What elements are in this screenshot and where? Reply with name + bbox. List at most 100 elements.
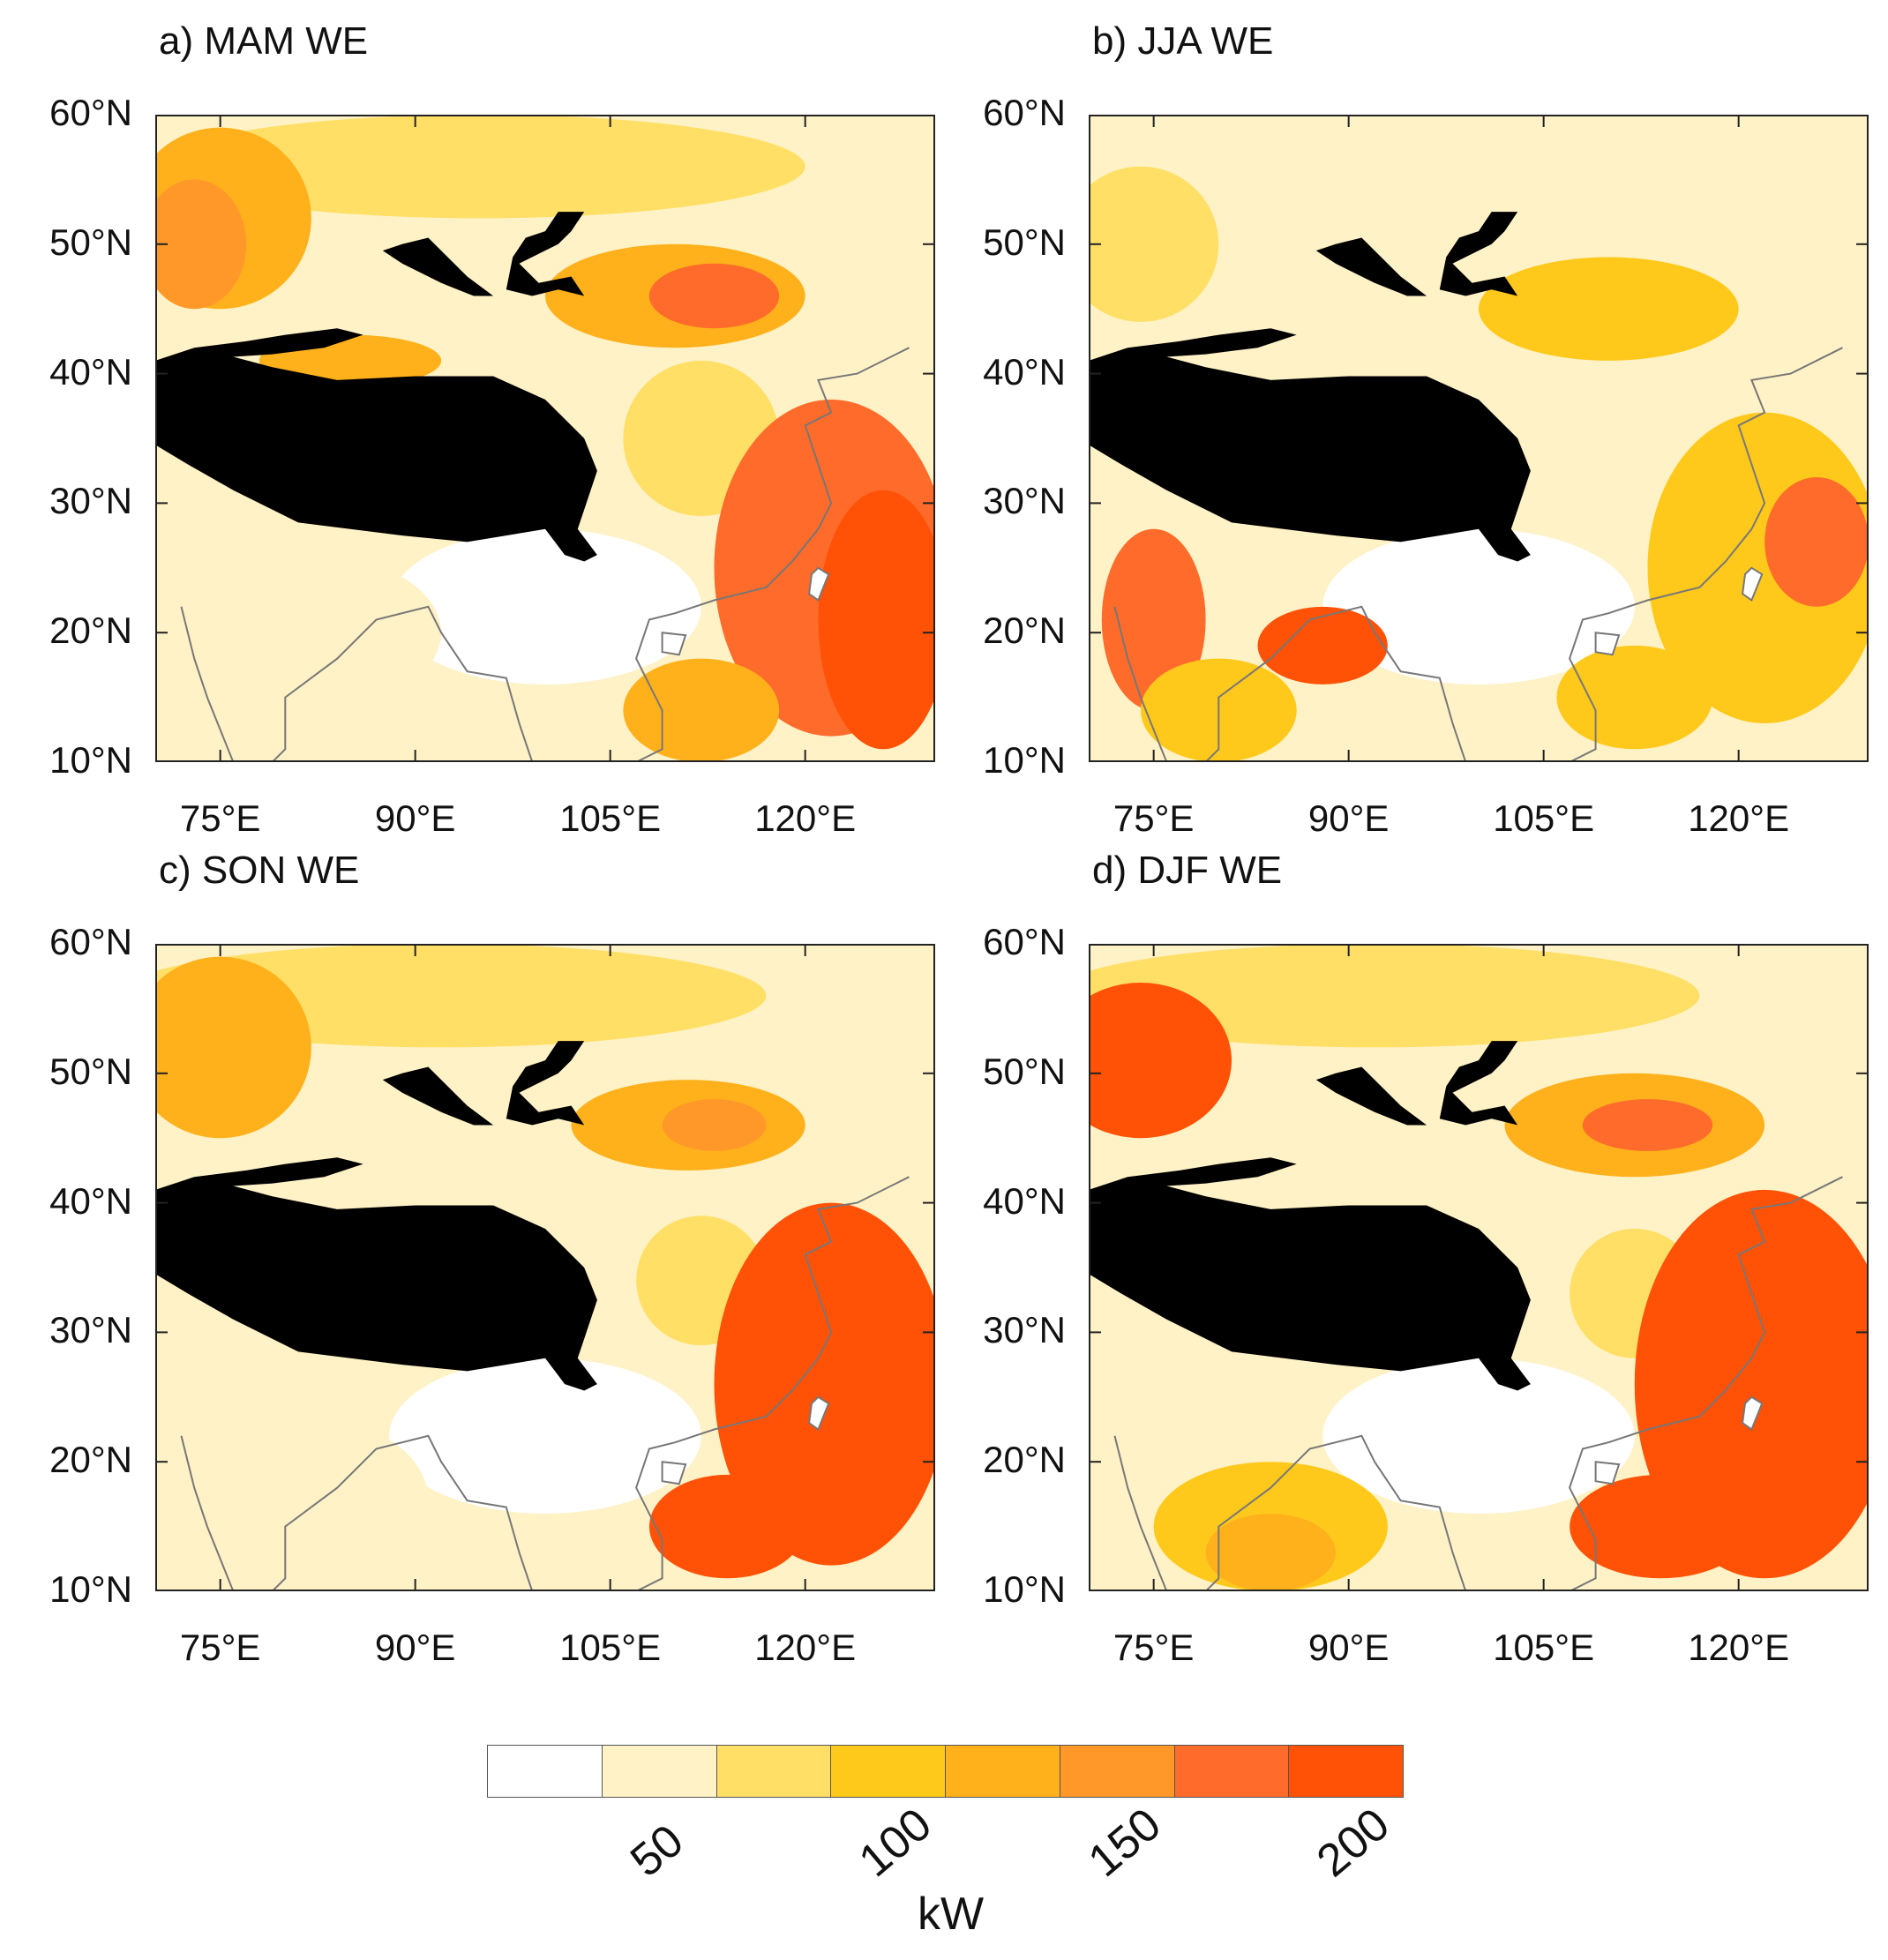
panel-title: c) SON WE — [159, 849, 360, 892]
map-frame — [1089, 115, 1869, 762]
lat-tick-label: 10°N — [983, 739, 1066, 781]
lat-tick-label: 20°N — [49, 1439, 132, 1481]
island-taiwan — [1742, 566, 1764, 602]
island-taiwan — [1742, 1395, 1764, 1432]
sea-south — [623, 658, 780, 762]
blob-low-indochina — [1322, 1358, 1635, 1514]
lat-tick-label: 20°N — [983, 1439, 1066, 1481]
lat-tick-label: 10°N — [983, 1568, 1066, 1610]
mask-tibetan-plateau — [1089, 1157, 1531, 1391]
map-svg — [155, 944, 935, 1591]
lon-tick-label: 90°E — [374, 1627, 456, 1668]
island-taiwan — [808, 566, 830, 602]
blob-bay-bengal — [1257, 606, 1388, 685]
lat-tick-label: 50°N — [983, 221, 1066, 263]
coastline-india — [180, 1434, 534, 1591]
mask-baikal-region — [1439, 212, 1518, 296]
panel-title: d) DJF WE — [1092, 849, 1283, 892]
map-frame — [155, 115, 935, 762]
blob-northwest — [1089, 983, 1232, 1139]
colorbar-bin — [945, 1745, 1060, 1798]
lon-tick-label: 105°E — [559, 797, 662, 839]
sea-east-core — [818, 490, 935, 750]
mask-tibetan-plateau — [1089, 328, 1531, 562]
lat-tick-label: 10°N — [49, 739, 132, 781]
colorbar-bin — [601, 1745, 717, 1798]
panel-djf: d) DJF WE 60°N 50°N 40°N 30°N 20°N 10°N 75°E 90… — [933, 829, 1869, 1668]
island-taiwan — [808, 1395, 830, 1432]
lat-tick-label: 30°N — [983, 1309, 1066, 1351]
blob-north — [1089, 115, 1739, 244]
lat-tick-label: 60°N — [49, 92, 132, 133]
coastline-india — [1113, 605, 1467, 762]
blob-north — [155, 944, 767, 1048]
map-frame — [155, 944, 935, 1591]
lon-tick-label: 90°E — [1307, 797, 1390, 839]
lat-tick-label: 40°N — [49, 1179, 132, 1222]
colorbar-bin — [715, 1745, 832, 1798]
lon-tick-label: 120°E — [1688, 797, 1790, 839]
blob-northwest — [155, 956, 311, 1139]
lon-tick-label: 120°E — [1688, 1627, 1790, 1668]
map-svg — [1089, 944, 1869, 1591]
blob-mongolia-core — [662, 1099, 767, 1151]
coastline-east — [635, 1176, 910, 1591]
colorbar — [487, 1745, 1404, 1799]
blob-india-core — [1205, 1514, 1336, 1591]
colorbar-tick-label: 200 — [1307, 1799, 1399, 1888]
lat-tick-label: 50°N — [983, 1050, 1066, 1092]
colorbar-bin — [830, 1745, 946, 1798]
blob-india — [220, 1423, 429, 1579]
island-hainan — [1594, 1461, 1621, 1485]
lat-tick-label: 50°N — [49, 221, 132, 263]
coastline-east — [635, 347, 910, 762]
map-svg — [155, 115, 935, 762]
mask-baikal-region — [1439, 1041, 1518, 1126]
colorbar-tick-label: 150 — [1078, 1799, 1171, 1888]
colorbar-tick-label: 50 — [620, 1814, 693, 1888]
blob-north — [1089, 944, 1700, 1048]
map-svg — [1089, 115, 1869, 762]
lon-tick-label: 105°E — [559, 1627, 662, 1668]
mask-sayan — [382, 237, 494, 296]
blob-northwest-core — [155, 179, 247, 310]
colorbar-bin — [1288, 1745, 1404, 1798]
island-hainan — [661, 632, 687, 656]
blob-mongolia-core — [648, 263, 780, 329]
blob-mongolia-core — [1582, 1099, 1713, 1151]
colorbar-bin — [1173, 1745, 1290, 1798]
lat-tick-label: 20°N — [983, 610, 1066, 652]
mask-sayan — [382, 1066, 494, 1126]
mask-sayan — [1315, 1066, 1427, 1126]
blob-mongolia — [1479, 257, 1739, 361]
blob-northwest — [1089, 166, 1219, 322]
blob-north — [155, 115, 805, 219]
lon-tick-label: 75°E — [1113, 797, 1195, 839]
colorbar-tick-label: 100 — [850, 1799, 941, 1888]
lon-tick-label: 90°E — [1307, 1627, 1390, 1668]
lat-tick-label: 50°N — [49, 1050, 132, 1092]
map-border — [1089, 944, 1869, 1591]
lat-tick-label: 30°N — [983, 480, 1066, 522]
panel-jja: b) JJA WE 60°N 50°N 40°N 30°N 20°N 10°N 75°E 90… — [933, 0, 1869, 839]
map-frame — [1089, 944, 1869, 1591]
lat-tick-label: 60°N — [983, 921, 1066, 962]
blob-india — [181, 555, 442, 711]
coastline-india — [1113, 1434, 1467, 1591]
lat-tick-label: 40°N — [983, 350, 1066, 393]
panel-son: c) SON WE 60°N 50°N 40°N 30°N 20°N 10°N 75°E 90… — [0, 829, 935, 1668]
island-hainan — [661, 1461, 687, 1485]
mask-sayan — [1315, 237, 1427, 296]
lat-tick-label: 20°N — [49, 610, 132, 652]
map-border — [1089, 115, 1869, 762]
lon-tick-label: 75°E — [179, 797, 261, 839]
panel-mam: a) MAM WE 60°N 50°N 40°N 30°N 20°N 10°N 75°E 90… — [0, 0, 935, 839]
lat-tick-label: 60°N — [983, 92, 1066, 133]
map-border — [155, 944, 935, 1591]
lat-tick-label: 30°N — [49, 480, 132, 522]
coastline-east — [1569, 347, 1843, 762]
mask-tibetan-plateau — [155, 1157, 597, 1391]
lat-tick-label: 40°N — [49, 350, 132, 393]
blob-west-india — [1101, 528, 1206, 711]
mask-tibetan-plateau — [155, 328, 597, 562]
